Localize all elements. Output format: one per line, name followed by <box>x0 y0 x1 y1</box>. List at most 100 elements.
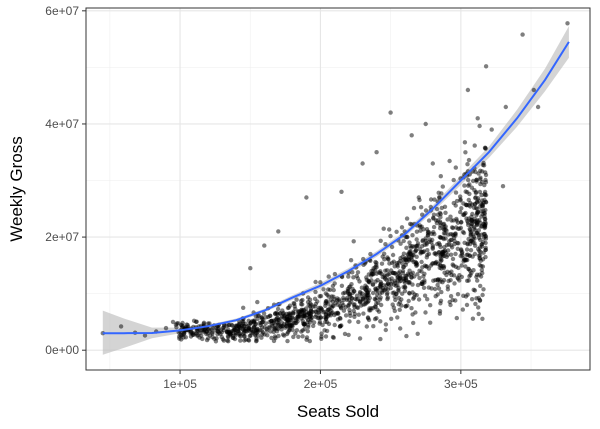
scatter-point <box>318 305 323 310</box>
scatter-point <box>300 297 305 303</box>
scatter-point <box>438 174 443 179</box>
scatter-point <box>409 222 414 227</box>
scatter-point <box>283 316 288 322</box>
scatter-point <box>408 249 413 254</box>
plot-panel <box>86 8 590 370</box>
scatter-point <box>477 262 482 268</box>
scatter-point <box>419 259 424 265</box>
scatter-point <box>465 162 470 167</box>
scatter-point <box>409 306 414 311</box>
scatter-point <box>448 214 453 219</box>
scatter-point <box>448 278 453 283</box>
scatter-point <box>450 225 456 231</box>
scatter-point <box>477 218 482 223</box>
scatter-point <box>340 301 345 306</box>
y-axis-title: Weekly Gross <box>7 136 26 242</box>
scatter-point <box>483 172 489 178</box>
scatter-point <box>378 319 383 324</box>
plot-panel-border <box>85 7 591 371</box>
scatter-point <box>191 318 197 323</box>
scatter-point <box>414 293 419 298</box>
scatter-point <box>455 275 460 280</box>
scatter-point <box>451 177 456 183</box>
scatter-point <box>428 197 434 202</box>
scatter-point <box>476 171 481 176</box>
scatter-point <box>341 295 346 301</box>
scatter-point <box>396 285 401 291</box>
scatter-point <box>481 287 486 292</box>
scatter-point <box>300 334 305 339</box>
scatter-point <box>467 268 473 273</box>
scatter-point <box>352 311 357 317</box>
scatter-point <box>404 278 409 283</box>
scatter-point <box>473 195 478 201</box>
scatter-point <box>469 202 475 207</box>
scatter-point <box>350 270 355 275</box>
scatter-point <box>411 205 417 211</box>
scatter-point <box>197 335 202 340</box>
scatter-point <box>409 257 415 263</box>
scatter-point <box>410 252 415 258</box>
scatter-point <box>417 268 422 273</box>
scatter-point <box>452 281 457 286</box>
scatter-point <box>219 330 224 335</box>
scatter-point <box>346 274 351 279</box>
scatter-point <box>242 338 247 343</box>
scatter-point <box>319 331 324 336</box>
scatter-point <box>437 308 443 314</box>
scatter-point <box>378 336 383 342</box>
scatter-point <box>463 189 468 194</box>
scatter-point <box>248 327 253 332</box>
scatter-point <box>360 291 365 296</box>
scatter-point <box>180 324 186 329</box>
scatter-point <box>291 334 296 340</box>
scatter-point <box>475 278 480 283</box>
scatter-point <box>403 304 408 309</box>
scatter-point <box>363 287 369 293</box>
scatter-point <box>275 306 281 312</box>
scatter-point <box>261 311 267 316</box>
scatter-point <box>438 277 443 282</box>
scatter-point <box>374 271 379 276</box>
scatter-point <box>531 87 536 93</box>
scatter-point <box>473 243 478 248</box>
scatter-point <box>421 285 427 290</box>
scatter-point <box>459 274 464 280</box>
scatter-point <box>253 322 258 327</box>
scatter-point <box>475 116 480 121</box>
scatter-point <box>339 189 344 194</box>
scatter-point <box>418 224 423 230</box>
scatter-point <box>430 161 435 166</box>
scatter-point <box>323 334 329 339</box>
scatter-point <box>470 236 475 242</box>
scatter-point <box>465 278 470 283</box>
scatter-point <box>403 285 408 290</box>
scatter-point <box>472 251 478 257</box>
scatter-point <box>389 276 394 281</box>
scatter-point <box>395 262 400 268</box>
scatter-point <box>443 210 448 215</box>
scatter-point <box>489 127 494 132</box>
scatter-point <box>459 219 464 225</box>
scatter-point <box>376 309 382 314</box>
scatter-point <box>477 123 482 129</box>
scatter-point <box>357 279 362 284</box>
scatter-point <box>409 133 414 138</box>
scatter-point <box>339 283 345 288</box>
scatter-point <box>379 261 385 266</box>
scatter-point <box>406 298 411 304</box>
scatter-point <box>388 110 393 115</box>
scatter-point <box>448 252 454 257</box>
scatter-point <box>477 297 483 303</box>
scatter-point <box>483 221 488 226</box>
scatter-point <box>276 229 281 234</box>
scatter-point <box>400 291 405 296</box>
scatter-point <box>326 274 331 279</box>
scatter-point <box>442 204 448 209</box>
scatter-point <box>428 204 433 210</box>
scatter-point <box>439 191 444 196</box>
scatter-point <box>503 104 508 110</box>
scatter-point <box>220 325 226 331</box>
scatter-point <box>441 278 447 283</box>
scatter-point <box>267 319 272 325</box>
